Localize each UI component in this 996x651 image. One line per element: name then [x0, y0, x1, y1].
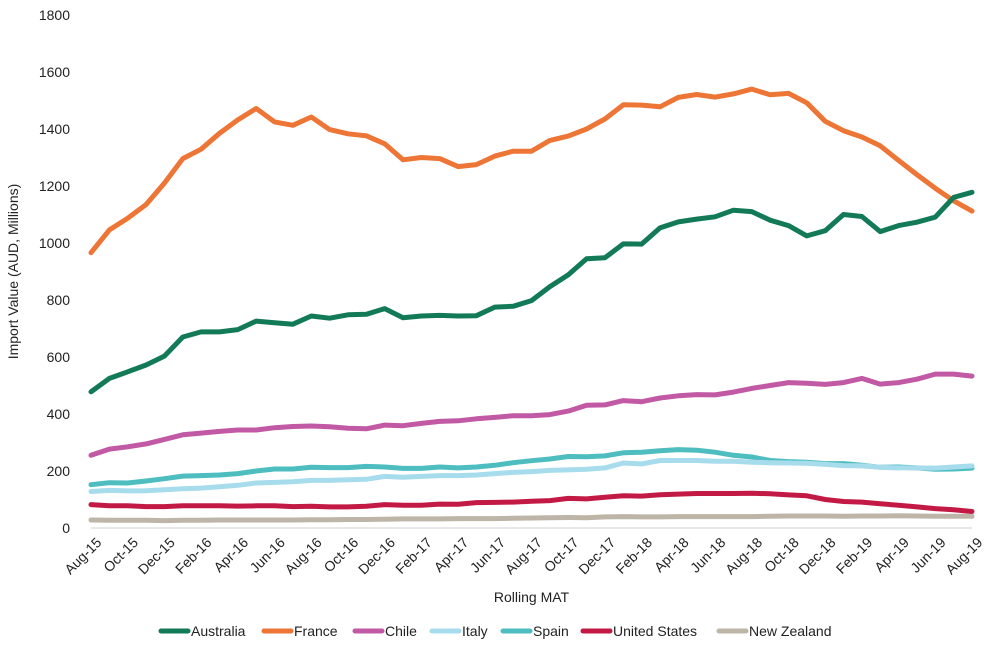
y-tick-label: 800 [47, 292, 71, 308]
x-tick-label: Feb-18 [612, 534, 655, 577]
x-tick-label: Oct-15 [100, 534, 141, 575]
legend-label: Chile [385, 623, 417, 639]
legend-label: Italy [462, 623, 488, 639]
x-tick-label: Apr-18 [651, 534, 692, 575]
x-tick-label: Aug-15 [61, 534, 104, 577]
x-tick-label: Dec-16 [355, 534, 398, 577]
series-line-australia [88, 189, 975, 395]
x-tick-label: Dec-18 [795, 534, 838, 577]
x-tick-label: Aug-16 [281, 534, 324, 577]
x-tick-label: Dec-15 [135, 534, 178, 577]
y-tick-label: 1000 [39, 235, 70, 251]
x-tick-label: Oct-17 [541, 534, 582, 575]
y-tick-label: 600 [47, 349, 71, 365]
x-tick-label: Dec-17 [575, 534, 618, 577]
legend-label: New Zealand [749, 623, 832, 639]
x-tick-label: Jun-18 [687, 534, 729, 576]
x-tick-label: Feb-17 [392, 534, 435, 577]
x-tick-label: Apr-17 [431, 534, 472, 575]
series-line-chile [88, 371, 975, 458]
x-tick-label: Feb-16 [172, 534, 215, 577]
x-axis-label: Rolling MAT [494, 589, 570, 605]
legend-label: France [294, 623, 338, 639]
y-tick-label: 1600 [39, 64, 70, 80]
y-tick-label: 200 [47, 463, 71, 479]
y-tick-label: 1200 [39, 178, 70, 194]
y-tick-label: 0 [62, 520, 70, 536]
series-line-france [88, 86, 975, 256]
series-lines [88, 86, 975, 524]
x-tick-label: Apr-19 [871, 534, 912, 575]
y-tick-label: 1800 [39, 7, 70, 23]
series-line-new-zealand [88, 513, 975, 524]
x-tick-label: Aug-19 [942, 534, 985, 577]
x-tick-label: Jun-16 [246, 534, 288, 576]
x-tick-label: Jun-19 [907, 534, 949, 576]
x-tick-label: Jun-17 [467, 534, 509, 576]
series-line-italy [88, 458, 975, 494]
series-line-united-states [88, 490, 975, 514]
x-tick-label: Aug-17 [502, 534, 545, 577]
y-axis-ticks: 0 200 400 600 800 1000 1200 1400 1600 1800 [39, 7, 70, 536]
y-tick-label: 400 [47, 406, 71, 422]
y-tick-label: 1400 [39, 121, 70, 137]
x-tick-label: Apr-16 [210, 534, 251, 575]
x-tick-label: Aug-18 [722, 534, 765, 577]
y-axis-label: Import Value (AUD, Millions) [5, 184, 21, 360]
x-tick-label: Feb-19 [833, 534, 876, 577]
legend: Australia France Chile Italy Spain United Sta… [158, 623, 832, 639]
legend-label: Australia [191, 623, 246, 639]
x-tick-label: Oct-16 [320, 534, 361, 575]
x-tick-label: Oct-18 [761, 534, 802, 575]
x-axis-ticks: Aug-15Oct-15Dec-15Feb-16Apr-16Jun-16Aug-… [61, 534, 985, 577]
legend-label: United States [613, 623, 697, 639]
legend-label: Spain [533, 623, 569, 639]
